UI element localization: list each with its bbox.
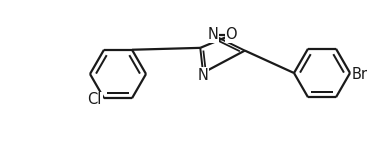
Text: Br: Br <box>352 67 368 82</box>
Text: Cl: Cl <box>88 92 102 107</box>
Text: N: N <box>197 68 208 83</box>
Text: N: N <box>207 27 218 42</box>
Text: O: O <box>225 27 237 42</box>
